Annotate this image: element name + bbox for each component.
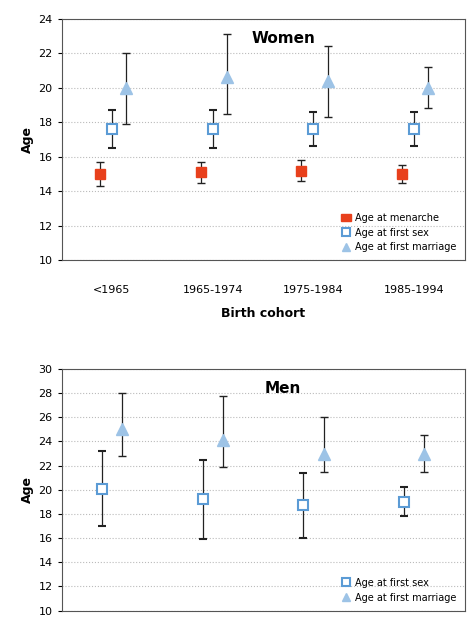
Text: Birth cohort: Birth cohort [221,308,305,320]
Text: Women: Women [251,31,315,45]
Legend: Age at menarche, Age at first sex, Age at first marriage: Age at menarche, Age at first sex, Age a… [338,210,460,255]
Y-axis label: Age: Age [21,126,34,153]
Y-axis label: Age: Age [21,476,34,503]
Text: 1965-1974: 1965-1974 [182,285,243,295]
Legend: Age at first sex, Age at first marriage: Age at first sex, Age at first marriage [338,575,460,606]
Text: 1985-1994: 1985-1994 [384,285,445,295]
Text: <1965: <1965 [93,285,131,295]
Text: Men: Men [265,381,301,396]
Text: 1975-1984: 1975-1984 [283,285,344,295]
